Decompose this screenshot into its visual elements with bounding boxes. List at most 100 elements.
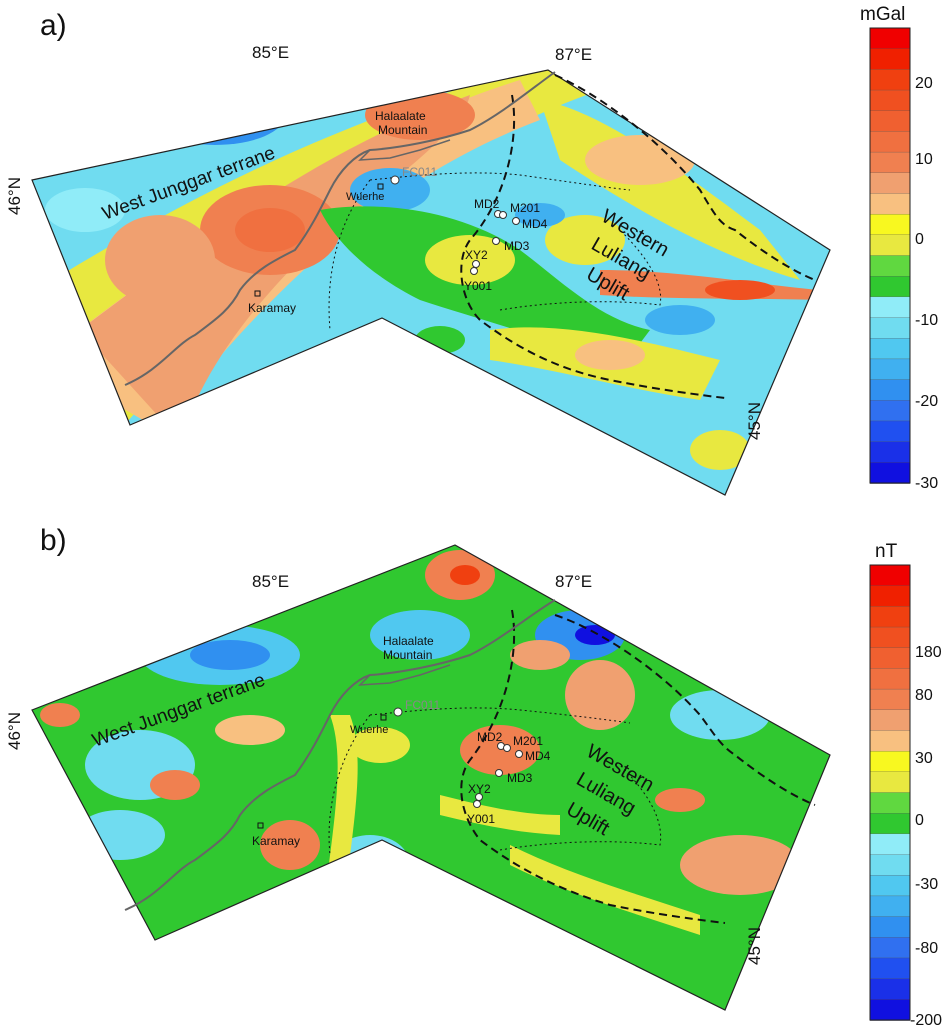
colorbar-swatch bbox=[869, 131, 911, 153]
dotted-boundary-3 bbox=[499, 229, 662, 311]
colorbar-swatch bbox=[869, 585, 911, 608]
mountain-boundary bbox=[124, 599, 556, 911]
karamay-label: Karamay bbox=[248, 301, 296, 315]
colorbar-swatch bbox=[869, 750, 911, 773]
well-label-y001: Y001 bbox=[467, 812, 495, 826]
lat-label-45: 45°N bbox=[745, 402, 764, 440]
mountain-label-1: Halaalate bbox=[383, 634, 434, 648]
colorbar-swatch bbox=[869, 999, 911, 1021]
well-marker-y001 bbox=[473, 800, 481, 808]
colorbar-frame bbox=[869, 564, 911, 1021]
lat-label-46: 46°N bbox=[5, 177, 24, 215]
well-marker-md3 bbox=[495, 769, 503, 777]
lon-label-85: 85°E bbox=[252, 43, 289, 62]
colorbar-swatch bbox=[869, 255, 911, 277]
well-marker-m201 bbox=[503, 744, 511, 752]
well-label-md2: MD2 bbox=[477, 730, 503, 744]
well-label-md3: MD3 bbox=[507, 771, 533, 785]
colorbar-tick: -20 bbox=[915, 393, 938, 410]
colorbar-swatch bbox=[869, 854, 911, 876]
colorbar-swatch bbox=[869, 688, 911, 711]
well-label-fc011: FC011 bbox=[405, 698, 440, 712]
map-boundary bbox=[31, 544, 831, 1011]
colorbar-swatch bbox=[869, 895, 911, 918]
dotted-boundary-1 bbox=[369, 172, 631, 191]
well-label-m201: M201 bbox=[510, 201, 540, 215]
colorbar-swatch bbox=[869, 358, 911, 381]
colorbar-swatch bbox=[869, 978, 911, 1001]
well-label-md3: MD3 bbox=[504, 239, 530, 253]
colorbar-swatch bbox=[869, 338, 911, 360]
colorbar-swatch bbox=[869, 172, 911, 195]
well-label-md2: MD2 bbox=[474, 197, 500, 211]
colorbar-swatch bbox=[869, 48, 911, 71]
colorbar-swatch bbox=[869, 730, 911, 752]
well-marker-fc011 bbox=[393, 707, 403, 717]
well-label-md4: MD4 bbox=[525, 749, 551, 763]
magnetic-anomaly-field bbox=[32, 545, 830, 1010]
mountain-outline bbox=[358, 664, 451, 686]
dotted-boundary-2 bbox=[328, 714, 371, 856]
colorbar: mGal 20 10 0 -10 -20 -30 bbox=[860, 4, 938, 492]
colorbar-swatch bbox=[869, 875, 911, 897]
well-marker-md3 bbox=[492, 237, 500, 245]
gravity-anomaly-panel: a) 85°E 87°E 46°N 45°N West Junggar terr… bbox=[5, 4, 938, 496]
colorbar-tick: -30 bbox=[915, 876, 938, 893]
well-label-m201: M201 bbox=[513, 734, 543, 748]
gravity-map-svg: a) 85°E 87°E 46°N 45°N West Junggar terr… bbox=[5, 4, 938, 496]
karamay-marker bbox=[254, 290, 261, 297]
magnetic-anomaly-panel: b) 85°E 87°E 46°N 45°N West Junggar terr… bbox=[0, 515, 949, 1030]
well-marker-xy2 bbox=[472, 260, 480, 268]
colorbar-unit: mGal bbox=[860, 4, 905, 25]
colorbar-swatch bbox=[869, 441, 911, 464]
colorbar-swatch bbox=[869, 792, 911, 814]
magnetic-map-svg: b) 85°E 87°E 46°N 45°N West Junggar terr… bbox=[5, 524, 942, 1029]
wuerhe-label: Wuerhe bbox=[346, 191, 384, 203]
karamay-label: Karamay bbox=[252, 834, 300, 848]
dotted-boundary-2 bbox=[328, 179, 371, 331]
dotted-boundary-3 bbox=[499, 764, 662, 851]
colorbar-swatch bbox=[869, 213, 911, 236]
colorbar-swatch bbox=[869, 916, 911, 939]
colorbar-swatch bbox=[869, 379, 911, 402]
well-label-fc011: FC011 bbox=[402, 165, 437, 179]
well-label-y001: Y001 bbox=[464, 279, 492, 293]
well-marker-y001 bbox=[470, 267, 478, 275]
mountain-label-1: Halaalate bbox=[375, 109, 426, 123]
well-label-xy2: XY2 bbox=[465, 248, 488, 262]
fault-line-east bbox=[554, 74, 816, 281]
well-label-md4: MD4 bbox=[522, 217, 548, 231]
colorbar-swatch bbox=[869, 400, 911, 422]
colorbar-swatch bbox=[869, 296, 911, 319]
colorbar-swatch bbox=[869, 626, 911, 649]
colorbar-swatch bbox=[869, 709, 911, 732]
lon-label-85: 85°E bbox=[252, 572, 289, 591]
colorbar-tick: 80 bbox=[915, 687, 933, 704]
dotted-boundary-1 bbox=[369, 707, 631, 724]
fault-line-east bbox=[554, 614, 816, 806]
colorbar-tick: 10 bbox=[915, 151, 933, 168]
colorbar-tick: 30 bbox=[915, 750, 933, 767]
colorbar-unit: nT bbox=[875, 541, 898, 562]
colorbar-tick: 0 bbox=[915, 231, 924, 248]
colorbar-swatch bbox=[869, 771, 911, 794]
colorbar-swatch bbox=[869, 69, 911, 91]
well-marker-fc011 bbox=[390, 175, 400, 185]
colorbar: nT 180 80 30 0 -30 -80 -200 bbox=[869, 541, 942, 1029]
colorbar-tick: 20 bbox=[915, 75, 933, 92]
colorbar-tick: -200 bbox=[910, 1012, 942, 1029]
colorbar-swatch bbox=[869, 234, 911, 257]
well-marker-m201 bbox=[499, 211, 507, 219]
colorbar-swatch bbox=[869, 564, 911, 587]
colorbar-tick: 0 bbox=[915, 812, 924, 829]
colorbar-swatch bbox=[869, 420, 911, 443]
karamay-marker bbox=[257, 822, 264, 829]
colorbar-swatch bbox=[869, 957, 911, 980]
wuerhe-label: Wuerhe bbox=[350, 724, 388, 736]
colorbar-swatch bbox=[869, 813, 911, 835]
wuerhe-marker bbox=[377, 183, 384, 190]
mountain-label-2: Mountain bbox=[383, 648, 432, 662]
colorbar-swatch bbox=[869, 110, 911, 133]
colorbar-tick: 180 bbox=[915, 644, 942, 661]
mountain-boundary bbox=[124, 71, 556, 386]
